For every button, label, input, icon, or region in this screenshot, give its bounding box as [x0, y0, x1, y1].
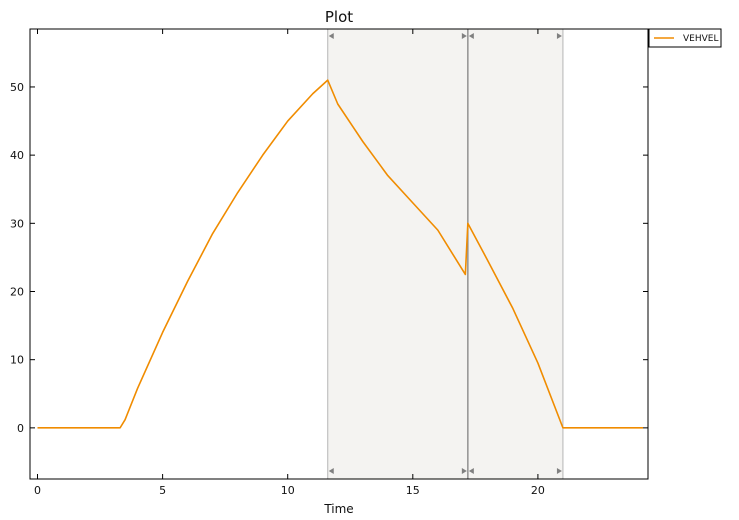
shaded-regions: [327, 29, 563, 479]
y-tick-label: 50: [10, 81, 24, 94]
x-tick-label: 20: [531, 484, 545, 497]
x-tick-label: 5: [159, 484, 166, 497]
legend-box: [648, 28, 722, 48]
region-1-end-arrow-top[interactable]: [461, 33, 467, 39]
plot-area-frame: [29, 28, 649, 480]
vertical-markers: [327, 29, 564, 479]
y-tick-label: 20: [10, 286, 24, 299]
region-2-start-arrow-top[interactable]: [468, 33, 474, 39]
y-tick-label: 0: [17, 422, 24, 435]
legend[interactable]: VEHVEL: [648, 28, 722, 48]
y-axis-ticks: 0 10 20 30 40 50: [10, 81, 648, 435]
series-lines: [37, 79, 643, 429]
region-2-start-arrow-bottom[interactable]: [468, 468, 474, 474]
x-tick-label: 0: [34, 484, 41, 497]
series-line-vehvel: [37, 79, 643, 429]
shaded-region-1: [327, 29, 468, 479]
x-axis-label: Time: [323, 502, 353, 516]
legend-label: VEHVEL: [683, 34, 718, 44]
y-tick-label: 40: [10, 149, 24, 162]
x-axis-ticks: 0 5 10 15 20: [34, 29, 545, 497]
x-tick-label: 15: [406, 484, 420, 497]
region-1-start-arrow-bottom[interactable]: [328, 468, 334, 474]
chart-title: Plot: [325, 8, 353, 26]
region-1-end-arrow-bottom[interactable]: [461, 468, 467, 474]
x-tick-label: 10: [281, 484, 295, 497]
shaded-region-2: [467, 29, 563, 479]
region-1-start-arrow-top[interactable]: [328, 33, 334, 39]
y-tick-label: 10: [10, 354, 24, 367]
y-tick-label: 30: [10, 217, 24, 230]
region-2-end-arrow-bottom[interactable]: [556, 468, 562, 474]
region-2-end-arrow-top[interactable]: [556, 33, 562, 39]
